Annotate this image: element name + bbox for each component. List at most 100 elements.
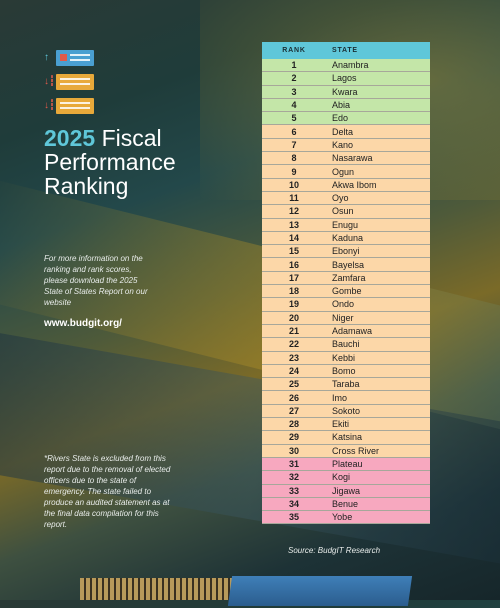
table-row: 4 Abia bbox=[262, 98, 430, 113]
state-cell: Osun bbox=[332, 206, 354, 217]
rank-cell: 2 bbox=[291, 73, 297, 84]
state-cell: Zamfara bbox=[332, 272, 366, 283]
rank-cell: 29 bbox=[288, 432, 299, 443]
rank-cell: 24 bbox=[288, 365, 299, 376]
icon-row: ↑ bbox=[44, 50, 104, 70]
table-row: 12 Osun bbox=[262, 205, 430, 219]
rank-cell: 15 bbox=[288, 246, 299, 257]
table-row: 23 Kebbi bbox=[262, 351, 430, 365]
table-row: 32 Kogi bbox=[262, 471, 430, 485]
state-cell: Benue bbox=[332, 498, 359, 509]
up-arrow-icon: ↑ bbox=[44, 52, 49, 63]
state-cell: Ondo bbox=[332, 299, 355, 310]
state-cell: Sokoto bbox=[332, 405, 361, 416]
rank-cell: 23 bbox=[288, 352, 299, 363]
table-row: 7 Kano bbox=[262, 138, 430, 153]
state-cell: Jigawa bbox=[332, 485, 361, 496]
state-cell: Yobe bbox=[332, 512, 353, 523]
rank-cell: 31 bbox=[288, 459, 299, 470]
state-cell: Kano bbox=[332, 139, 354, 150]
rank-cell: 25 bbox=[288, 379, 299, 390]
table-row: 17 Zamfara bbox=[262, 271, 430, 286]
website-link[interactable]: www.budgit.org/ bbox=[44, 318, 122, 329]
table-row: 14 Kaduna bbox=[262, 231, 430, 246]
table-row: 24 Bomo bbox=[262, 364, 430, 379]
table-row: 21 Adamawa bbox=[262, 324, 430, 339]
rank-cell: 6 bbox=[291, 126, 297, 137]
table-row: 26 Imo bbox=[262, 391, 430, 405]
table-row: 9 Ogun bbox=[262, 165, 430, 179]
state-cell: Katsina bbox=[332, 432, 363, 443]
rank-cell: 33 bbox=[288, 485, 299, 496]
rank-cell: 11 bbox=[289, 193, 299, 204]
page-title: 2025 Fiscal Performance Ranking bbox=[44, 126, 234, 198]
state-cell: Ogun bbox=[332, 166, 355, 177]
state-cell: Kaduna bbox=[332, 233, 364, 243]
rank-cell: 35 bbox=[288, 512, 299, 523]
column-header-state: STATE bbox=[332, 47, 358, 54]
rank-cell: 34 bbox=[288, 498, 299, 509]
state-cell: Ebonyi bbox=[332, 246, 360, 257]
title-year: 2025 bbox=[44, 125, 96, 151]
table-body: 1 Anambra 2 Lagos 3 Kwara 4 Abia 5 Edo 6 Delta 7 Kano… bbox=[262, 59, 430, 525]
ranking-table: RANK STATE 1 Anambra 2 Lagos 3 Kwara 4 Abia 5 Edo… bbox=[262, 42, 430, 525]
table-row: 33 Jigawa bbox=[262, 484, 430, 498]
rank-cell: 18 bbox=[288, 286, 299, 297]
state-cell: Anambra bbox=[332, 60, 369, 71]
down-arrow-icon: ↓┇ bbox=[44, 100, 56, 111]
state-cell: Plateau bbox=[332, 459, 363, 470]
rank-cell: 22 bbox=[288, 339, 299, 350]
state-cell: Akwa Ibom bbox=[332, 179, 377, 190]
table-row: 2 Lagos bbox=[262, 72, 430, 86]
state-cell: Adamawa bbox=[332, 326, 373, 337]
rank-cell: 17 bbox=[288, 272, 299, 283]
table-row: 29 Katsina bbox=[262, 431, 430, 445]
rank-cell: 12 bbox=[288, 206, 299, 217]
table-row: 22 Bauchi bbox=[262, 338, 430, 352]
state-cell: Nasarawa bbox=[332, 153, 373, 164]
state-cell: Kogi bbox=[332, 472, 351, 483]
state-cell: Gombe bbox=[332, 286, 362, 297]
table-row: 8 Nasarawa bbox=[262, 152, 430, 166]
state-cell: Enugu bbox=[332, 219, 359, 230]
machine-photo bbox=[80, 568, 440, 608]
title-text: Fiscal Performance Ranking bbox=[44, 125, 176, 199]
rank-cell: 30 bbox=[288, 445, 299, 456]
state-cell: Cross River bbox=[332, 445, 380, 456]
icon-row: ↓┇ bbox=[44, 74, 104, 94]
table-row: 30 Cross River bbox=[262, 444, 430, 458]
state-cell: Kebbi bbox=[332, 352, 356, 363]
rank-cell: 13 bbox=[288, 219, 299, 230]
table-row: 3 Kwara bbox=[262, 85, 430, 99]
table-row: 11 Oyo bbox=[262, 191, 430, 206]
table-row: 25 Taraba bbox=[262, 378, 430, 392]
state-cell: Imo bbox=[332, 392, 348, 403]
rank-cell: 5 bbox=[291, 113, 297, 124]
rank-cell: 19 bbox=[288, 299, 299, 310]
rank-cell: 26 bbox=[288, 392, 299, 403]
state-cell: Ekiti bbox=[332, 419, 350, 430]
table-row: 6 Delta bbox=[262, 125, 430, 139]
rank-cell: 1 bbox=[291, 60, 297, 71]
document-icon bbox=[56, 74, 94, 90]
table-row: 20 Niger bbox=[262, 311, 430, 325]
source-credit: Source: BudgIT Research bbox=[288, 546, 381, 555]
state-cell: Oyo bbox=[332, 193, 349, 204]
table-row: 18 Gombe bbox=[262, 285, 430, 299]
table-row: 5 Edo bbox=[262, 112, 430, 126]
state-cell: Niger bbox=[332, 312, 354, 323]
rank-cell: 27 bbox=[288, 405, 299, 416]
rank-cell: 10 bbox=[288, 179, 299, 190]
rank-cell: 32 bbox=[288, 472, 299, 483]
state-cell: Delta bbox=[332, 126, 354, 137]
table-row: 13 Enugu bbox=[262, 218, 430, 232]
header-icons: ↑ ↓┇ ↓┇ bbox=[44, 50, 104, 122]
state-cell: Taraba bbox=[332, 379, 360, 390]
table-row: 19 Ondo bbox=[262, 298, 430, 312]
state-cell: Lagos bbox=[332, 73, 357, 84]
table-row: 15 Ebonyi bbox=[262, 245, 430, 259]
table-row: 35 Yobe bbox=[262, 511, 430, 525]
column-header-rank: RANK bbox=[282, 47, 306, 54]
table-row: 10 Akwa Ibom bbox=[262, 178, 430, 192]
rank-cell: 8 bbox=[291, 153, 297, 164]
